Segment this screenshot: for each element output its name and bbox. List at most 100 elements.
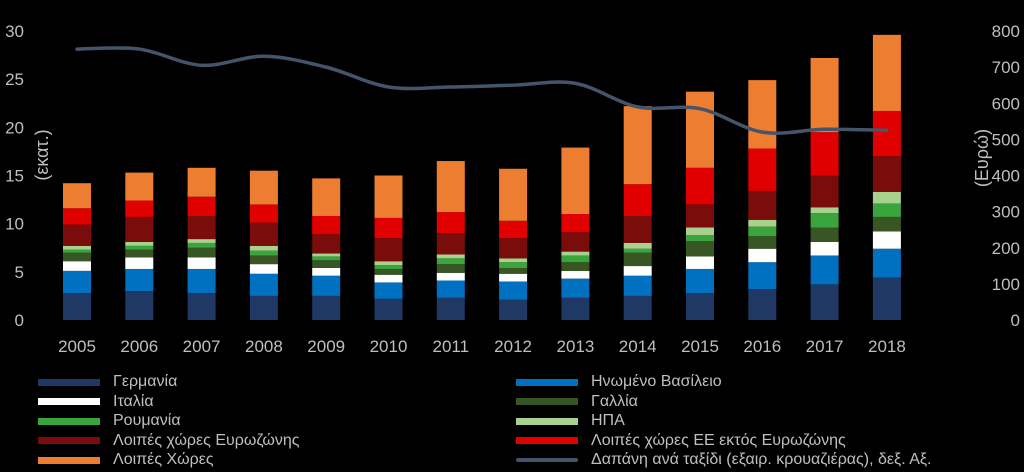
bar-segment: [748, 148, 777, 191]
bar-segment: [561, 297, 590, 320]
bar-segment: [686, 293, 714, 320]
x-tick-label: 2007: [183, 337, 221, 356]
bar-segment: [125, 200, 154, 217]
bar-segment: [872, 277, 901, 320]
legend-label: Ηνωμένο Βασίλειο: [591, 373, 722, 390]
legend-swatch: [516, 417, 578, 425]
y-axis-left: 0 5 10 15 20 25 30: [5, 22, 24, 330]
bar-segment: [249, 273, 278, 296]
bar-segment: [436, 254, 465, 259]
x-tick-label: 2014: [619, 337, 657, 356]
bar-segment: [374, 268, 403, 275]
bar-segment: [686, 268, 714, 294]
bar-segment: [623, 295, 652, 320]
bar-segment: [63, 270, 91, 294]
legend-item: Γαλλία: [516, 392, 638, 412]
bar-segment: [187, 293, 216, 320]
bar-segment: [436, 280, 465, 298]
bar-segment: [63, 252, 91, 262]
y-tick-left: 25: [5, 70, 24, 89]
bar-segment: [561, 251, 590, 256]
bar-segment: [63, 245, 91, 250]
bar-segment: [249, 250, 278, 256]
bar-segment: [249, 170, 278, 205]
bar-segment: [125, 257, 154, 269]
legend-label: Γαλλία: [591, 392, 638, 410]
bar-segment: [810, 207, 839, 214]
bar-segment: [748, 219, 777, 227]
legend-swatch: [38, 398, 100, 405]
bar-segment: [63, 224, 91, 246]
x-tick-label: 2016: [743, 337, 781, 356]
bar-segment: [686, 256, 714, 269]
x-tick-label: 2008: [245, 337, 283, 356]
bar-segment: [249, 255, 278, 265]
bar-segment: [187, 239, 216, 243]
bar-segment: [63, 208, 91, 225]
legend-label: Ιταλία: [113, 392, 154, 410]
x-tick-label: 2006: [120, 337, 158, 356]
legend-label: Λοιπές Χώρες: [113, 451, 214, 468]
bar-segment: [499, 258, 528, 263]
bar-segment: [810, 241, 839, 256]
bar-segment: [748, 236, 777, 249]
x-tick-label: 2009: [307, 337, 345, 356]
bar-segment: [623, 106, 652, 185]
legend-label: ΗΠΑ: [591, 412, 625, 429]
bar-segment: [187, 167, 216, 197]
y-tick-left: 20: [5, 118, 24, 137]
legend-item: Δαπάνη ανά ταξίδι (εξαιρ. κρουαζιέρας), …: [516, 450, 931, 470]
y-tick-left: 10: [5, 215, 24, 234]
legend-swatch: [38, 417, 100, 425]
x-tick-label: 2018: [868, 337, 906, 356]
legend-swatch: [38, 456, 100, 464]
bar-segment: [312, 215, 341, 235]
y-tick-right: 200: [992, 239, 1020, 258]
bar-segment: [125, 291, 154, 320]
bar-segment: [374, 265, 403, 269]
bar-segment: [125, 241, 154, 246]
bar-segment: [872, 156, 901, 192]
legend-item: Ιταλία: [38, 392, 154, 412]
spend-per-trip-line: [75, 46, 889, 135]
legend-swatch: [516, 398, 578, 405]
bar-segment: [499, 220, 528, 239]
bar-segment: [810, 132, 839, 176]
bar-segment: [125, 249, 154, 258]
bar-segment: [810, 284, 839, 320]
x-tick-label: 2013: [556, 337, 594, 356]
bar-segment: [499, 238, 528, 259]
bar-segment: [312, 178, 341, 216]
bar-segment: [810, 57, 839, 133]
bar-segment: [623, 275, 652, 296]
x-tick-label: 2011: [433, 337, 470, 356]
bar-segment: [686, 227, 714, 236]
y-tick-left: 5: [15, 263, 24, 282]
bar-segment: [499, 168, 528, 221]
legend-label: Λοιπές χώρες Ευρωζώνης: [113, 431, 300, 449]
bar-segment: [686, 91, 714, 168]
bar-segment: [748, 226, 777, 237]
bar-segment: [686, 204, 714, 228]
bar-segment: [561, 262, 590, 271]
bar-segment: [436, 272, 465, 281]
bar-segment: [623, 242, 652, 249]
bar-segment: [499, 273, 528, 282]
bar-segment: [810, 175, 839, 208]
bar-segment: [374, 217, 403, 239]
bar-segment: [249, 222, 278, 246]
legend-swatch: [516, 437, 578, 444]
bar-segment: [312, 253, 341, 257]
bar-segment: [623, 248, 652, 253]
bar-segment: [436, 212, 465, 234]
legend-swatch: [38, 437, 100, 444]
bar-segment: [63, 261, 91, 271]
bar-segment: [561, 147, 590, 215]
bar-segment: [312, 267, 341, 276]
bar-segment: [872, 248, 901, 278]
bar-segment: [872, 203, 901, 217]
bar-segment: [499, 299, 528, 320]
bar-segment: [748, 262, 777, 290]
bar-segment: [249, 295, 278, 320]
bar-segment: [436, 233, 465, 255]
